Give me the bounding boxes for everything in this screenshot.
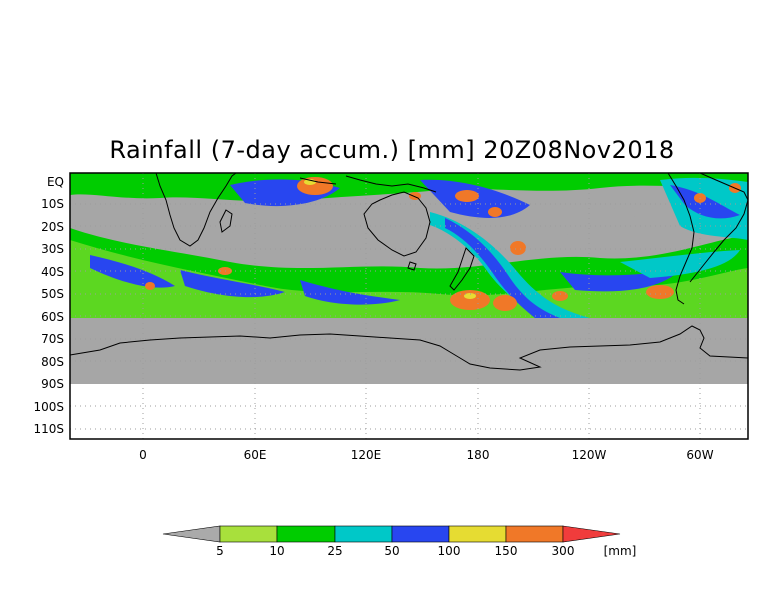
colorbar-segment xyxy=(505,525,564,543)
lon-label: 120E xyxy=(351,448,382,462)
colorbar-segment xyxy=(448,525,507,543)
map-frame xyxy=(69,172,749,440)
lat-label: 50S xyxy=(41,287,64,301)
lat-label: 90S xyxy=(41,377,64,391)
colorbar-tick: 5 xyxy=(216,544,224,558)
colorbar-tick: 100 xyxy=(438,544,461,558)
colorbar: 5 10 25 50 100 150 300 [mm] xyxy=(162,525,637,558)
colorbar-tick: 300 xyxy=(552,544,575,558)
lon-label: 60W xyxy=(686,448,713,462)
colorbar-segment xyxy=(334,525,393,543)
lat-label: 20S xyxy=(41,220,64,234)
colorbar-segment xyxy=(391,525,450,543)
colorbar-segment xyxy=(276,525,336,543)
longitude-axis: 0 60E 120E 180 120W 60W xyxy=(139,448,714,462)
colorbar-unit: [mm] xyxy=(604,544,637,558)
colorbar-tick: 150 xyxy=(495,544,518,558)
graticule xyxy=(70,173,748,439)
lon-label: 0 xyxy=(139,448,147,462)
lat-label: EQ xyxy=(47,175,64,189)
lon-label: 120W xyxy=(572,448,607,462)
lat-label: 70S xyxy=(41,332,64,346)
empty-area xyxy=(70,384,748,439)
map-title: Rainfall (7-day accum.) [mm] 20Z08Nov201… xyxy=(109,136,675,164)
coastlines xyxy=(69,172,749,371)
lat-label: 100S xyxy=(33,400,64,414)
lat-label: 40S xyxy=(41,265,64,279)
lat-label: 30S xyxy=(41,242,64,256)
colorbar-tick: 50 xyxy=(384,544,399,558)
colorbar-low-arrow xyxy=(162,525,221,543)
colorbar-segment xyxy=(219,525,278,543)
lat-label: 10S xyxy=(41,197,64,211)
lon-label: 60E xyxy=(244,448,267,462)
lat-label: 110S xyxy=(33,422,64,436)
colorbar-tick: 10 xyxy=(269,544,284,558)
lat-label: 80S xyxy=(41,355,64,369)
lon-label: 180 xyxy=(467,448,490,462)
latitude-axis: EQ 10S 20S 30S 40S 50S 60S 70S 80S 90S 1… xyxy=(33,175,64,436)
colorbar-high-arrow xyxy=(562,525,621,543)
colorbar-tick: 25 xyxy=(327,544,342,558)
lat-label: 60S xyxy=(41,310,64,324)
rainfall-field xyxy=(70,173,748,318)
